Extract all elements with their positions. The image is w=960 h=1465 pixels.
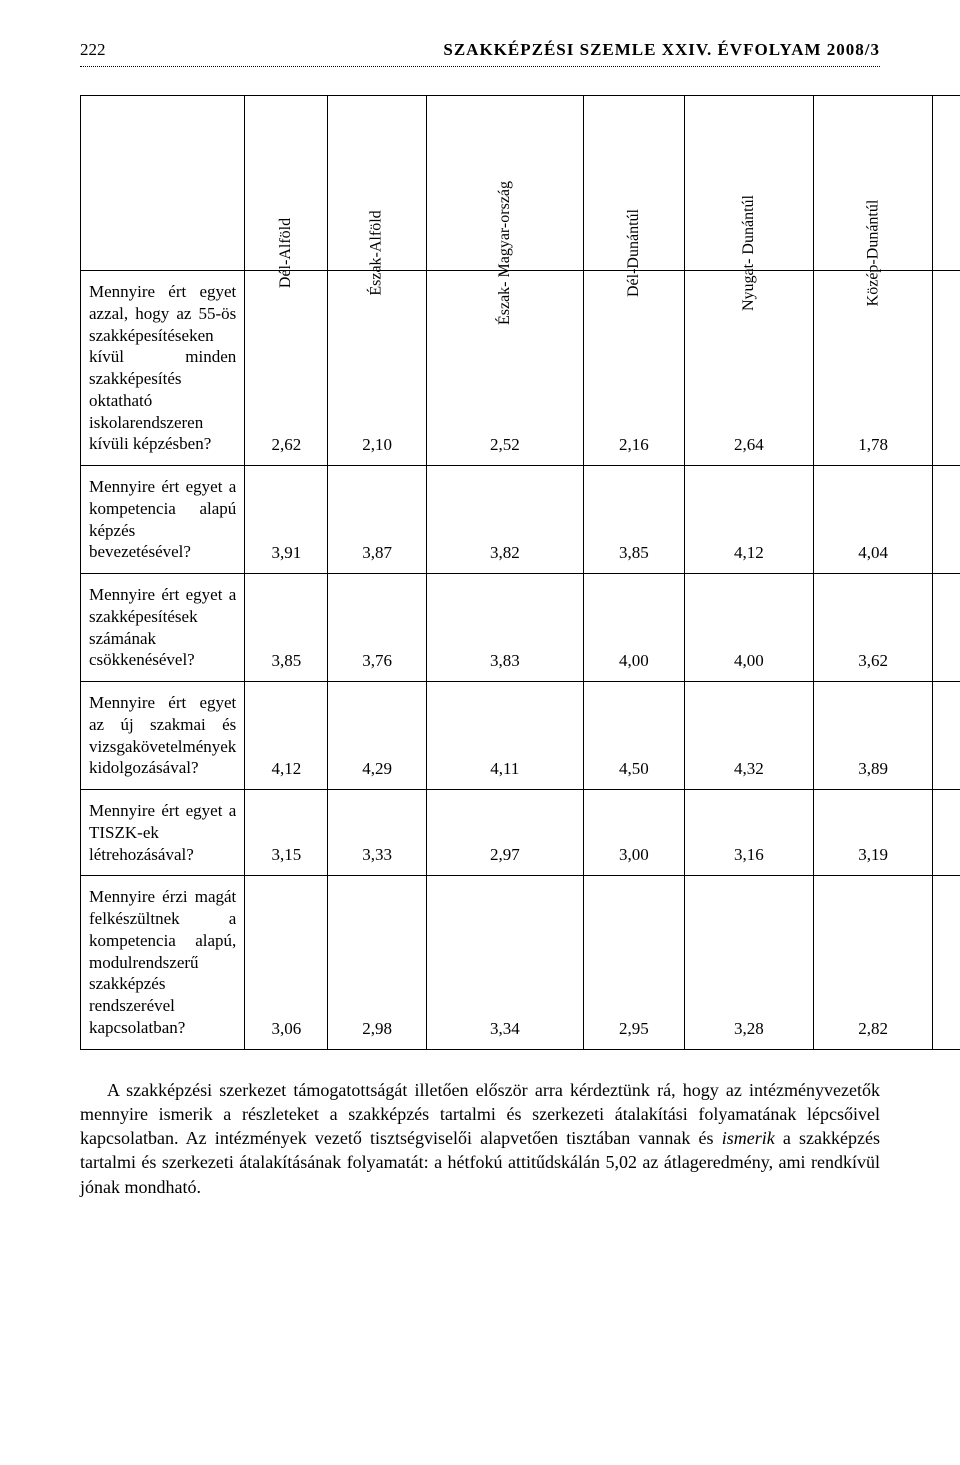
para-em: ismerik xyxy=(722,1128,775,1148)
table-stub-header xyxy=(81,96,245,271)
col-header: Nyugat- Dunántúl xyxy=(684,96,813,271)
table-row: Mennyire ért egyet az új szakmai és vizs… xyxy=(81,682,960,790)
value-cell: 2,82 xyxy=(813,876,933,1049)
table-row: Mennyire ért egyet a TISZK-ek létrehozás… xyxy=(81,790,960,876)
value-cell: 4,25 xyxy=(933,682,960,790)
value-cell: 4,04 xyxy=(813,466,933,574)
question-cell: Mennyire ért egyet az új szakmai és vizs… xyxy=(81,682,245,790)
question-cell: Mennyire ért egyet azzal, hogy az 55-ös … xyxy=(81,271,245,466)
value-cell: 3,06 xyxy=(245,876,328,1049)
value-cell: 2,16 xyxy=(583,271,684,466)
value-cell: 4,00 xyxy=(684,574,813,682)
table-row: Mennyire érzi magát felkészültnek a komp… xyxy=(81,876,960,1049)
body-paragraph: A szakképzési szerkezet támogatottságát … xyxy=(80,1078,880,1199)
value-cell: 4,50 xyxy=(583,682,684,790)
value-cell: 3,76 xyxy=(328,574,426,682)
value-cell: 4,12 xyxy=(684,466,813,574)
value-cell: 3,91 xyxy=(245,466,328,574)
value-cell: 4,32 xyxy=(684,682,813,790)
value-cell: 3,83 xyxy=(426,574,583,682)
col-header: Észak-Alföld xyxy=(328,96,426,271)
value-cell: 3,82 xyxy=(426,466,583,574)
table-body: Mennyire ért egyet azzal, hogy az 55-ös … xyxy=(81,271,960,1050)
table-header-row: Dél-Alföld Észak-Alföld Észak- Magyar-or… xyxy=(81,96,960,271)
table-row: Mennyire ért egyet azzal, hogy az 55-ös … xyxy=(81,271,960,466)
value-cell: 3,85 xyxy=(245,574,328,682)
value-cell: 2,98 xyxy=(328,876,426,1049)
running-header: 222 SZAKKÉPZÉSI SZEMLE XXIV. ÉVFOLYAM 20… xyxy=(80,40,880,60)
question-cell: Mennyire ért egyet a TISZK-ek létrehozás… xyxy=(81,790,245,876)
header-rule xyxy=(80,66,880,67)
value-cell: 3,70 xyxy=(933,574,960,682)
question-cell: Mennyire ért egyet a kompetencia alapú k… xyxy=(81,466,245,574)
col-header: Közép-Dunántúl xyxy=(813,96,933,271)
value-cell: 3,34 xyxy=(426,876,583,1049)
value-cell: 3,85 xyxy=(583,466,684,574)
value-cell: 3,21 xyxy=(933,876,960,1049)
value-cell: 3,15 xyxy=(245,790,328,876)
col-header: Közép- Magyar-ország xyxy=(933,96,960,271)
value-cell: 3,62 xyxy=(813,574,933,682)
value-cell: 2,21 xyxy=(933,271,960,466)
value-cell: 3,89 xyxy=(813,682,933,790)
question-cell: Mennyire ért egyet a szakképesítések szá… xyxy=(81,574,245,682)
page-number: 222 xyxy=(80,40,106,60)
journal-title: SZAKKÉPZÉSI SZEMLE XXIV. ÉVFOLYAM 2008/3 xyxy=(443,40,880,60)
value-cell: 3,87 xyxy=(328,466,426,574)
value-cell: 3,18 xyxy=(933,790,960,876)
col-header: Dél-Alföld xyxy=(245,96,328,271)
data-table: Dél-Alföld Észak-Alföld Észak- Magyar-or… xyxy=(80,95,960,1050)
value-cell: 2,95 xyxy=(583,876,684,1049)
value-cell: 3,33 xyxy=(328,790,426,876)
value-cell: 3,28 xyxy=(684,876,813,1049)
question-cell: Mennyire érzi magát felkészültnek a komp… xyxy=(81,876,245,1049)
value-cell: 2,62 xyxy=(245,271,328,466)
value-cell: 4,12 xyxy=(245,682,328,790)
value-cell: 3,71 xyxy=(933,466,960,574)
value-cell: 2,97 xyxy=(426,790,583,876)
value-cell: 2,10 xyxy=(328,271,426,466)
page: 222 SZAKKÉPZÉSI SZEMLE XXIV. ÉVFOLYAM 20… xyxy=(0,0,960,1277)
value-cell: 4,29 xyxy=(328,682,426,790)
col-header: Dél-Dunántúl xyxy=(583,96,684,271)
value-cell: 3,16 xyxy=(684,790,813,876)
value-cell: 3,19 xyxy=(813,790,933,876)
value-cell: 4,11 xyxy=(426,682,583,790)
table-row: Mennyire ért egyet a kompetencia alapú k… xyxy=(81,466,960,574)
value-cell: 3,00 xyxy=(583,790,684,876)
col-header: Észak- Magyar-ország xyxy=(426,96,583,271)
value-cell: 4,00 xyxy=(583,574,684,682)
table-row: Mennyire ért egyet a szakképesítések szá… xyxy=(81,574,960,682)
